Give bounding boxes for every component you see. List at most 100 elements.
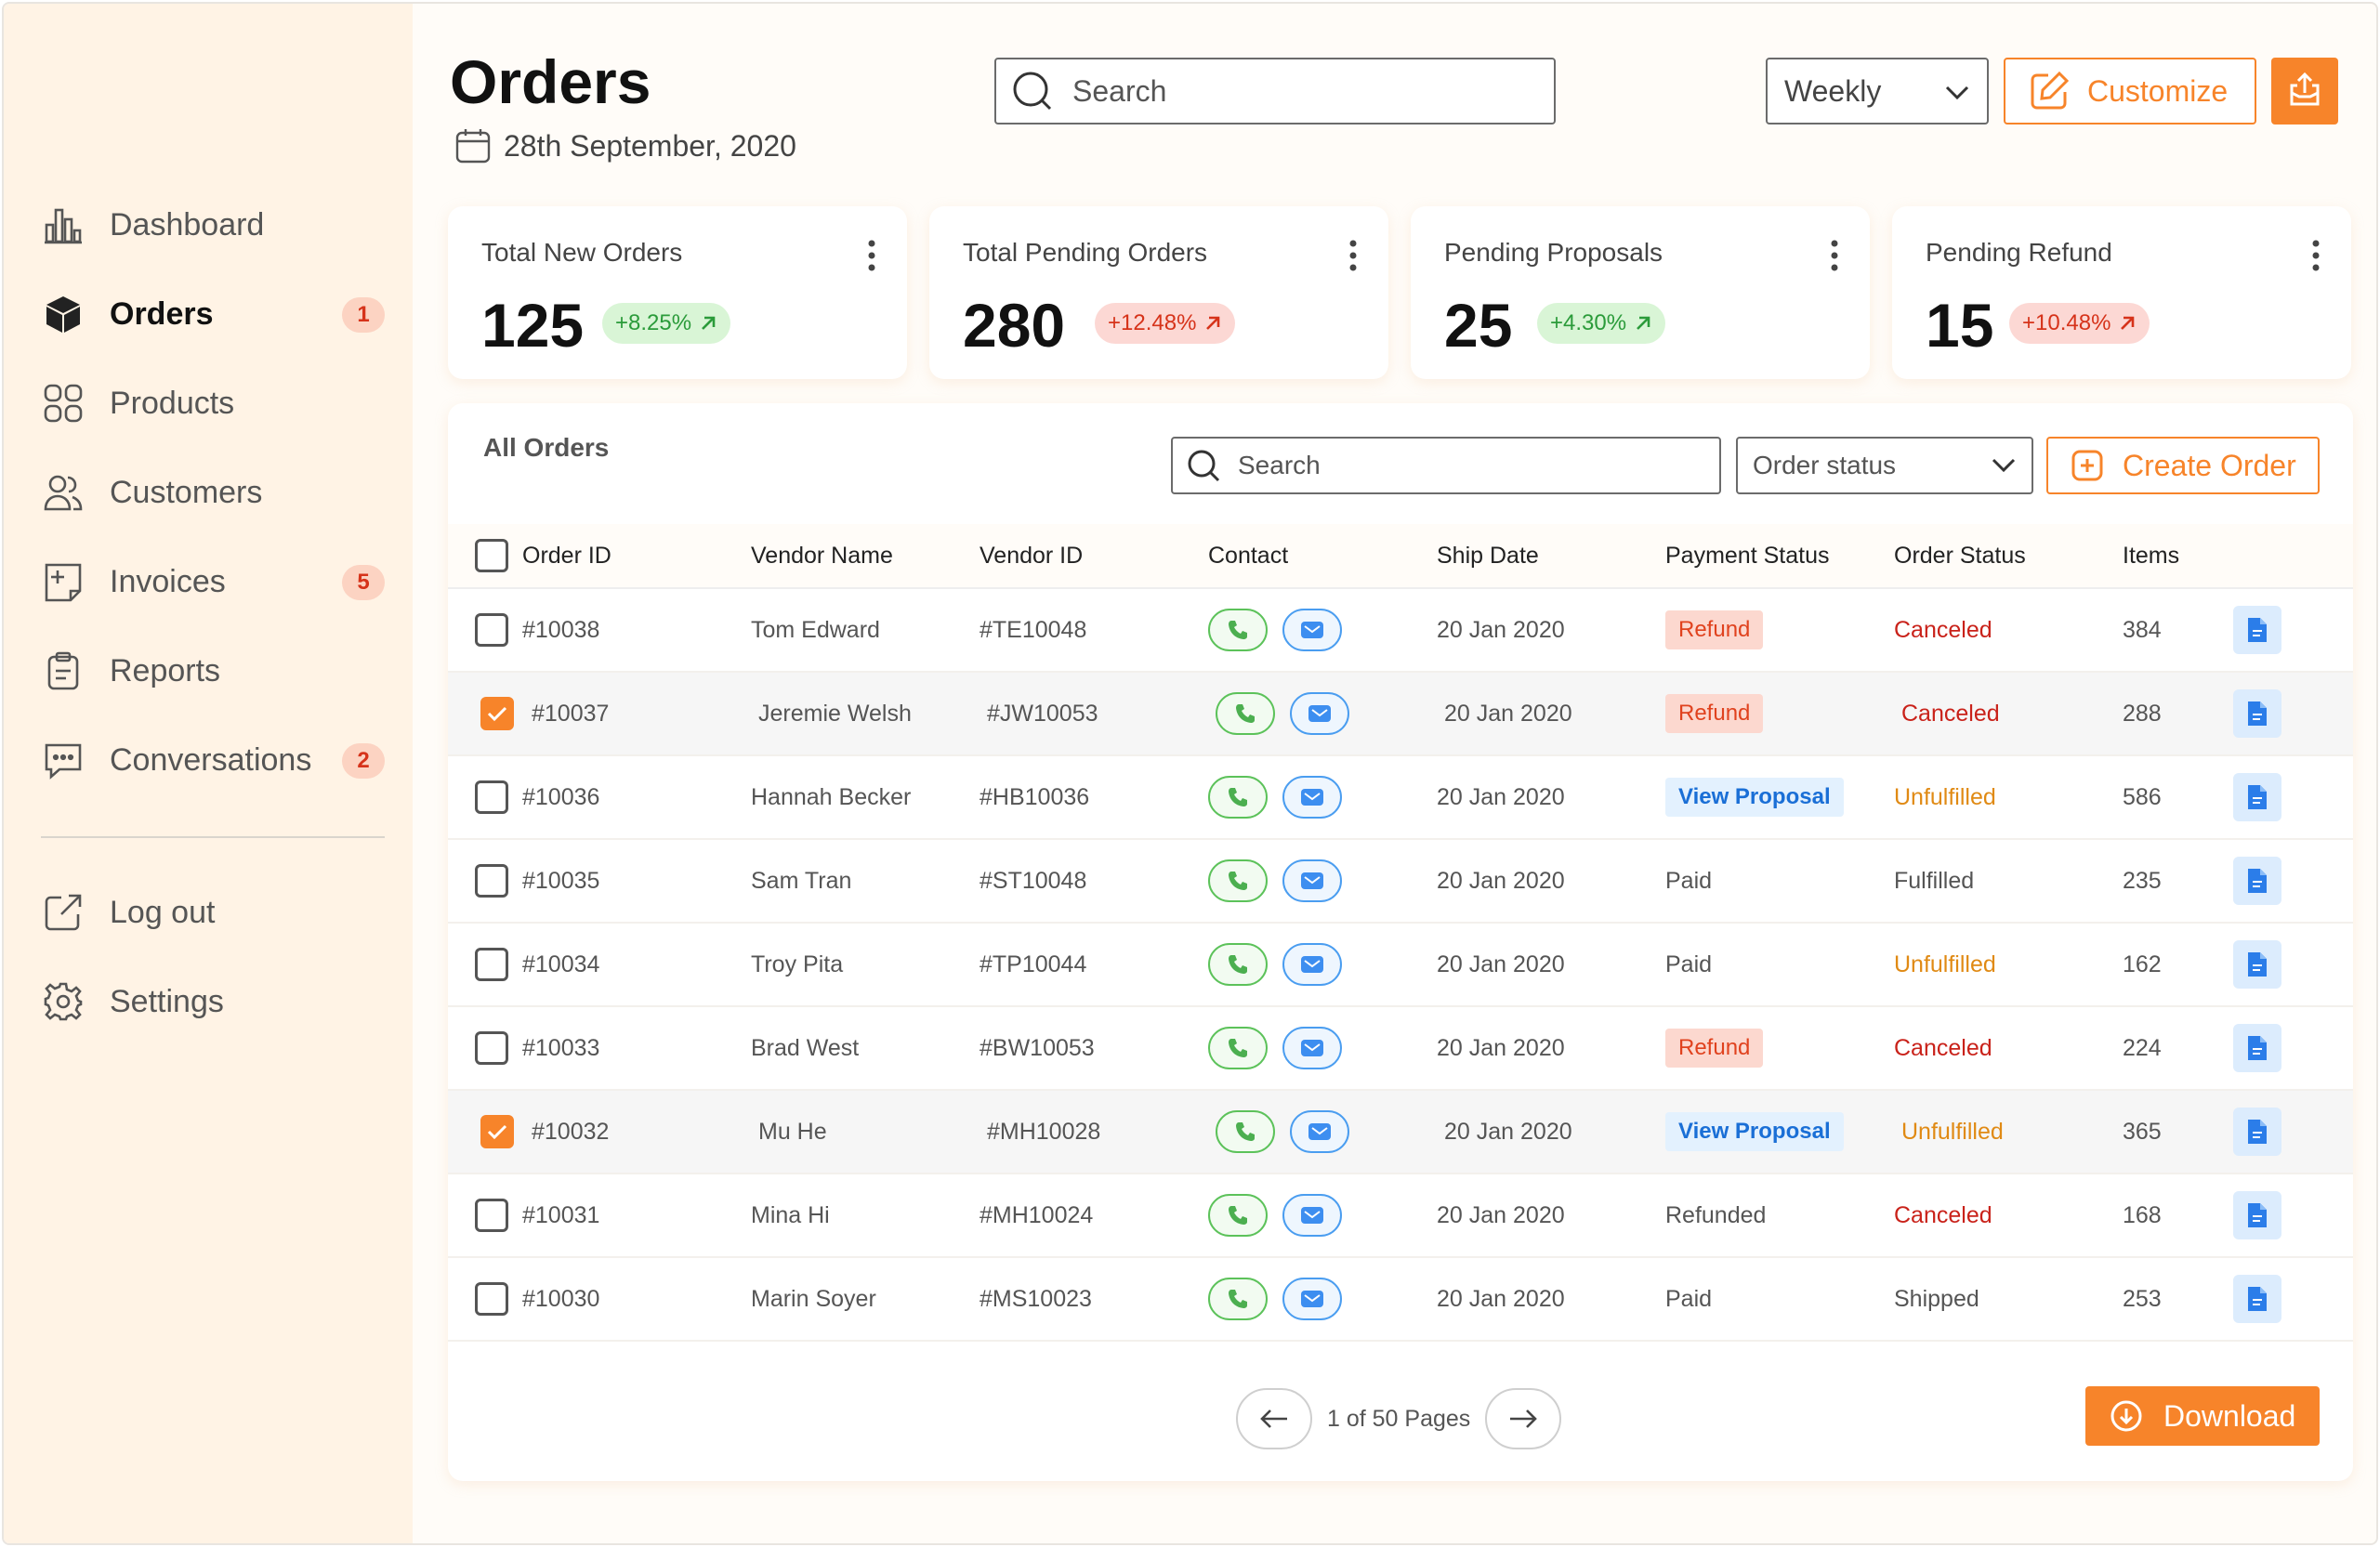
table-row[interactable]: #10034 Troy Pita #TP10044 20 Jan 2020 Paid Un… [448, 924, 2353, 1007]
email-button[interactable] [1282, 776, 1342, 819]
search-icon [1186, 448, 1221, 483]
document-button[interactable] [2233, 940, 2281, 989]
document-button[interactable] [2233, 1024, 2281, 1072]
column-header[interactable]: Ship Date [1437, 542, 1539, 569]
sidebar-item-customers[interactable]: Customers [41, 448, 385, 537]
column-header[interactable]: Items [2123, 542, 2180, 569]
customize-button[interactable]: Customize [2004, 58, 2256, 125]
table-row[interactable]: #10037 Jeremie Welsh #JW10053 20 Jan 2020 Re… [448, 673, 2353, 756]
ship-date: 20 Jan 2020 [1437, 616, 1565, 643]
more-options-icon[interactable] [2312, 240, 2320, 271]
call-button[interactable] [1208, 609, 1268, 651]
column-header[interactable]: Order Status [1894, 542, 2026, 569]
email-button[interactable] [1282, 943, 1342, 986]
email-button[interactable] [1282, 859, 1342, 902]
edit-icon [2028, 70, 2071, 112]
call-button[interactable] [1208, 1027, 1268, 1069]
download-button[interactable]: Download [2085, 1386, 2320, 1446]
column-header[interactable]: Vendor Name [751, 542, 893, 569]
document-button[interactable] [2233, 1108, 2281, 1156]
sidebar-item-invoices[interactable]: Invoices 5 [41, 537, 385, 626]
document-button[interactable] [2233, 857, 2281, 905]
view-proposal-button[interactable]: View Proposal [1665, 1112, 1844, 1151]
email-button[interactable] [1282, 1278, 1342, 1320]
table-row[interactable]: #10031 Mina Hi #MH10024 20 Jan 2020 Refunded… [448, 1174, 2353, 1258]
select-all-checkbox[interactable] [475, 539, 508, 572]
sidebar-item-dashboard[interactable]: Dashboard [41, 180, 385, 269]
column-header[interactable]: Order ID [522, 542, 611, 569]
row-checkbox[interactable] [475, 1282, 508, 1316]
call-button[interactable] [1216, 692, 1275, 735]
table-row[interactable]: #10033 Brad West #BW10053 20 Jan 2020 Refund… [448, 1007, 2353, 1091]
call-button[interactable] [1208, 859, 1268, 902]
order-status-select[interactable]: Order status [1736, 437, 2033, 494]
order-id: #10031 [522, 1201, 600, 1228]
vendor-name: Sam Tran [751, 867, 852, 894]
sidebar-item-reports[interactable]: Reports [41, 626, 385, 715]
logout-icon [41, 890, 85, 935]
document-button[interactable] [2233, 773, 2281, 821]
items-count: 162 [2123, 950, 2162, 977]
email-button[interactable] [1282, 1027, 1342, 1069]
more-options-icon[interactable] [1349, 240, 1357, 271]
column-header[interactable]: Contact [1208, 542, 1289, 569]
row-checkbox[interactable] [475, 613, 508, 647]
previous-page-button[interactable] [1236, 1388, 1312, 1449]
vendor-id: #ST10048 [980, 867, 1087, 894]
table-row[interactable]: #10032 Mu He #MH10028 20 Jan 2020 View Propo… [448, 1091, 2353, 1174]
table-row[interactable]: #10035 Sam Tran #ST10048 20 Jan 2020 Paid Ful… [448, 840, 2353, 924]
row-checkbox[interactable] [475, 1031, 508, 1065]
column-header[interactable]: Vendor ID [980, 542, 1084, 569]
global-search-input[interactable]: Search [994, 58, 1556, 125]
more-options-icon[interactable] [1831, 240, 1838, 271]
email-button[interactable] [1290, 1110, 1349, 1153]
vendor-id: #MH10028 [987, 1118, 1101, 1145]
call-button[interactable] [1208, 1278, 1268, 1320]
sidebar-item-settings[interactable]: Settings [41, 957, 385, 1046]
sidebar-item-orders[interactable]: Orders 1 [41, 269, 385, 359]
arrow-up-right-icon [1637, 316, 1650, 330]
share-button[interactable] [2271, 58, 2338, 125]
row-checkbox[interactable] [475, 864, 508, 898]
email-button[interactable] [1290, 692, 1349, 735]
document-button[interactable] [2233, 1275, 2281, 1323]
row-checkbox[interactable] [475, 1199, 508, 1232]
view-proposal-button[interactable]: View Proposal [1665, 778, 1844, 817]
table-row[interactable]: #10030 Marin Soyer #MS10023 20 Jan 2020 Paid… [448, 1258, 2353, 1342]
orders-search-input[interactable]: Search [1171, 437, 1721, 494]
document-button[interactable] [2233, 606, 2281, 654]
period-select[interactable]: Weekly [1766, 58, 1989, 125]
share-icon [2286, 71, 2323, 112]
order-status: Shipped [1894, 1285, 1979, 1312]
more-options-icon[interactable] [868, 240, 875, 271]
row-checkbox[interactable] [480, 697, 514, 730]
sidebar-item-conversations[interactable]: Conversations 2 [41, 715, 385, 805]
ship-date: 20 Jan 2020 [1444, 1118, 1572, 1145]
column-header[interactable]: Payment Status [1665, 542, 1830, 569]
mail-icon [1301, 789, 1323, 806]
row-checkbox[interactable] [480, 1115, 514, 1148]
next-page-button[interactable] [1485, 1388, 1562, 1449]
payment-status-text: Paid [1665, 1285, 1713, 1312]
vendor-id: #MH10024 [980, 1201, 1094, 1228]
email-button[interactable] [1282, 1194, 1342, 1237]
call-button[interactable] [1208, 1194, 1268, 1237]
table-row[interactable]: #10036 Hannah Becker #HB10036 20 Jan 2020 Vi… [448, 756, 2353, 840]
document-button[interactable] [2233, 1191, 2281, 1239]
document-button[interactable] [2233, 689, 2281, 738]
logout-button[interactable]: Log out [41, 868, 385, 957]
items-count: 224 [2123, 1034, 2162, 1061]
sidebar-item-label: Settings [110, 983, 224, 1019]
contact-actions [1208, 943, 1437, 986]
create-order-button[interactable]: Create Order [2046, 437, 2320, 494]
call-button[interactable] [1208, 776, 1268, 819]
payment-status-text: Refunded [1665, 1201, 1767, 1228]
call-button[interactable] [1216, 1110, 1275, 1153]
email-button[interactable] [1282, 609, 1342, 651]
sidebar-item-products[interactable]: Products [41, 359, 385, 448]
order-status: Unfulfilled [1894, 783, 1996, 810]
row-checkbox[interactable] [475, 948, 508, 981]
table-row[interactable]: #10038 Tom Edward #TE10048 20 Jan 2020 Refun… [448, 589, 2353, 673]
call-button[interactable] [1208, 943, 1268, 986]
row-checkbox[interactable] [475, 780, 508, 814]
